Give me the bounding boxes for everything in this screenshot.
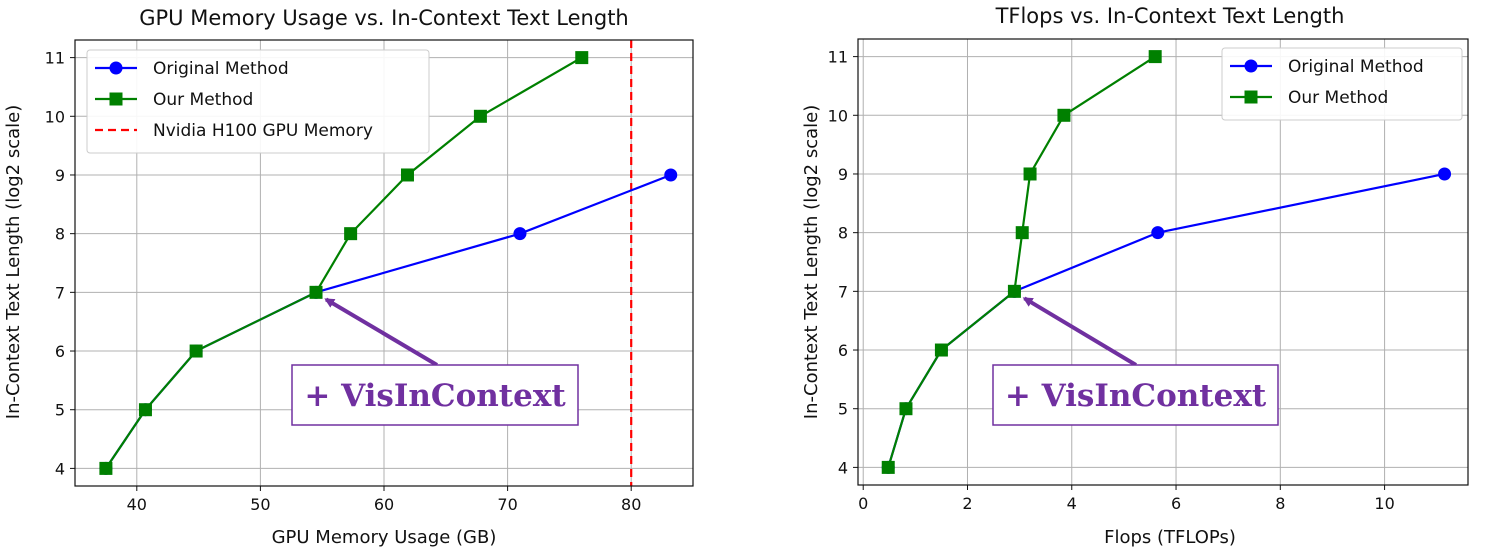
data-point [1007, 284, 1021, 298]
annotation-box [992, 364, 1279, 426]
annotation-arrow [1022, 296, 1138, 367]
y-tick-label: 5 [838, 400, 848, 419]
y-tick-label: 6 [838, 341, 848, 360]
x-tick-label: 4 [1067, 494, 1077, 513]
legend-label: Original Method [1288, 57, 1424, 77]
data-point [344, 227, 358, 241]
data-point [1438, 167, 1452, 181]
data-point [664, 168, 678, 182]
plot-frame [74, 39, 694, 487]
annotation-arrow [324, 297, 439, 367]
x-tick-label: 0 [858, 494, 868, 513]
data-point [899, 402, 913, 416]
gpu-memory-chart: GPU Memory Usage vs. In-Context Text Len… [3, 6, 694, 547]
legend-box [86, 49, 430, 154]
legend-marker [1244, 59, 1258, 73]
legend-marker [1244, 90, 1258, 104]
legend-marker [109, 92, 123, 106]
y-tick-label: 9 [838, 165, 848, 184]
data-point [309, 285, 323, 299]
y-tick-label: 6 [55, 342, 65, 361]
data-point [473, 109, 487, 123]
annotation-label: + VisInContext [1005, 378, 1267, 414]
legend-label: Our Method [153, 90, 253, 110]
x-tick-label: 40 [127, 495, 147, 514]
data-point [881, 460, 895, 474]
annotation-box [291, 364, 579, 426]
data-point [513, 227, 527, 241]
data-point [1057, 108, 1071, 122]
tflops-chart: TFlops vs. In-Context Text Length Flops … [801, 4, 1469, 547]
y-tick-label: 11 [828, 48, 848, 67]
legend-marker [109, 61, 123, 75]
data-point [1023, 167, 1037, 181]
chart-title: TFlops vs. In-Context Text Length [995, 4, 1345, 28]
y-tick-label: 4 [838, 458, 848, 477]
y-tick-label: 4 [55, 459, 65, 478]
annotation-label: + VisInContext [304, 378, 566, 414]
legend-label: Nvidia H100 GPU Memory [153, 121, 373, 141]
legend-label: Original Method [153, 59, 289, 79]
y-tick-label: 9 [55, 166, 65, 185]
chart-title: GPU Memory Usage vs. In-Context Text Len… [139, 6, 629, 30]
data-point [189, 344, 203, 358]
y-tick-label: 10 [828, 106, 848, 125]
y-tick-label: 5 [55, 401, 65, 420]
series-line [104, 56, 583, 470]
y-tick-label: 7 [838, 282, 848, 301]
x-tick-label: 10 [1374, 494, 1394, 513]
y-tick-label: 7 [55, 283, 65, 302]
x-tick-label: 2 [962, 494, 972, 513]
x-tick-label: 70 [497, 495, 517, 514]
data-point [138, 403, 152, 417]
x-tick-label: 6 [1171, 494, 1181, 513]
y-tick-label: 10 [45, 107, 65, 126]
data-point [575, 51, 589, 65]
x-tick-label: 60 [374, 495, 394, 514]
y-tick-label: 8 [55, 225, 65, 244]
x-tick-label: 80 [621, 495, 641, 514]
data-point [934, 343, 948, 357]
series-line [887, 55, 1156, 468]
y-axis-label: In-Context Text Length (log2 scale) [3, 105, 24, 419]
y-axis-label: In-Context Text Length (log2 scale) [801, 105, 822, 419]
legend: Original Method Our Method [1221, 47, 1463, 121]
y-tick-label: 8 [838, 224, 848, 243]
x-axis-label: Flops (TFLOPs) [1104, 527, 1236, 547]
data-point [1015, 226, 1029, 240]
legend: Original Method Our Method Nvidia H100 GPU… [86, 49, 430, 154]
data-point [400, 168, 414, 182]
data-point [1148, 50, 1162, 64]
y-tick-label: 11 [45, 49, 65, 68]
x-axis-label: GPU Memory Usage (GB) [272, 527, 497, 547]
x-tick-label: 50 [250, 495, 270, 514]
plot-frame [857, 38, 1469, 486]
legend-label: Our Method [1288, 88, 1388, 108]
data-point [1151, 226, 1165, 240]
legend-box [1221, 47, 1463, 121]
data-point [99, 461, 113, 475]
x-tick-label: 8 [1275, 494, 1285, 513]
